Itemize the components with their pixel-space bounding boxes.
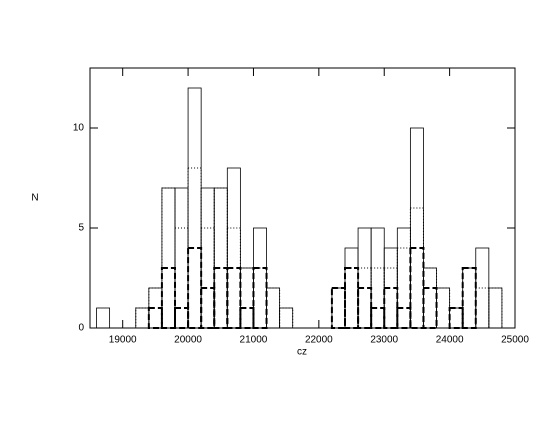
- histogram-bar: [213, 187, 228, 329]
- histogram-bar: [200, 227, 215, 329]
- histogram-bar: [357, 227, 372, 329]
- histogram-bar: [436, 287, 451, 329]
- histogram-bar: [161, 187, 176, 329]
- histogram-bar: [147, 307, 163, 329]
- histogram-bar: [409, 127, 424, 329]
- histogram-bar: [279, 307, 294, 329]
- histogram-bar: [357, 287, 373, 329]
- histogram-bar: [370, 307, 386, 329]
- histogram-bar: [357, 267, 372, 329]
- histogram-bar: [422, 287, 438, 329]
- histogram-bar: [344, 267, 360, 329]
- histogram-bar: [174, 307, 190, 329]
- histogram-bar: [462, 267, 477, 329]
- histogram-bar: [396, 227, 411, 329]
- histogram-bar: [187, 87, 202, 329]
- histogram-bar: [475, 287, 490, 329]
- histogram-bar: [187, 247, 203, 329]
- x-tick-label: 22000: [305, 335, 333, 346]
- histogram-bar: [396, 307, 412, 329]
- y-tick-label: 10: [73, 123, 85, 134]
- x-tick-label: 24000: [436, 335, 464, 346]
- histogram-bar: [266, 287, 281, 329]
- histogram-bar: [239, 267, 254, 329]
- histogram-bar: [383, 267, 398, 329]
- histogram-bar: [226, 267, 242, 329]
- histogram-bar: [436, 287, 451, 329]
- histogram-bar: [213, 187, 228, 329]
- histogram-bar: [96, 307, 111, 329]
- x-tick-label: 19000: [109, 335, 137, 346]
- histogram-bar: [174, 227, 189, 329]
- histogram-bar: [239, 267, 254, 329]
- y-tick-label: 0: [78, 323, 84, 334]
- histogram-bar: [253, 227, 267, 329]
- x-axis-label: cz: [297, 347, 307, 358]
- histogram-bar: [488, 287, 503, 329]
- histogram-bar: [449, 307, 464, 329]
- x-tick-label: 23000: [370, 335, 398, 346]
- histogram-bar: [331, 287, 346, 329]
- plot-frame: [89, 67, 516, 329]
- histogram-bar: [331, 287, 346, 329]
- histogram-bar: [160, 267, 177, 329]
- histogram-bar: [422, 267, 438, 329]
- x-tick-label: 21000: [240, 335, 268, 346]
- histogram-bar: [383, 287, 399, 329]
- histogram-bar: [409, 247, 425, 329]
- histogram-bar: [161, 187, 176, 329]
- histogram-bar: [409, 207, 424, 329]
- histogram-bar: [344, 267, 359, 329]
- histogram-bar: [266, 287, 281, 329]
- histogram-bar: [423, 267, 437, 329]
- x-tick-label: 20000: [174, 335, 202, 346]
- histogram-bar: [135, 307, 150, 329]
- histogram-bar: [239, 307, 255, 329]
- histogram-bar: [135, 307, 150, 329]
- histogram-bar: [370, 227, 385, 329]
- y-axis-label: N: [31, 193, 38, 204]
- histogram-bar: [226, 227, 241, 329]
- histogram-bar: [330, 287, 346, 329]
- histogram-bar: [279, 307, 294, 329]
- histogram-bar: [213, 267, 229, 329]
- histogram-bar: [449, 307, 464, 329]
- histogram-bar: [461, 267, 477, 329]
- histogram-bar: [370, 267, 385, 329]
- x-tick-label: 25000: [501, 335, 529, 346]
- y-tick-label: 5: [78, 223, 84, 234]
- histogram-bar: [200, 187, 215, 329]
- histogram-bar: [448, 307, 464, 329]
- histogram-bar: [488, 287, 503, 329]
- histogram-bar: [252, 267, 268, 329]
- histogram-bar: [344, 247, 359, 329]
- histogram-bar: [226, 167, 241, 329]
- histogram-bar: [200, 287, 216, 329]
- histogram-bar: [462, 267, 477, 329]
- histogram-bar: [396, 247, 411, 329]
- histogram-bar: [252, 267, 268, 329]
